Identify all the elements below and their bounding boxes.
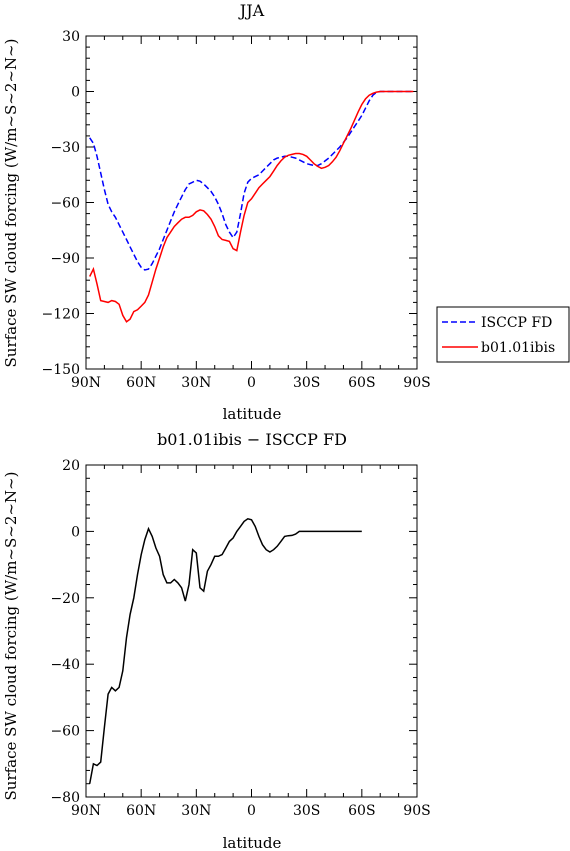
- chart-2-title: b01.01ibis − ISCCP FD: [157, 430, 347, 449]
- legend-label-isccp-fd: ISCCP FD: [481, 315, 552, 331]
- legend-box: [436, 306, 570, 363]
- chart-2-plot-frame: [85, 464, 418, 798]
- x-tick-label: 60N: [126, 375, 156, 391]
- x-tick-label: 0: [247, 375, 256, 391]
- y-tick-label: −30: [50, 140, 80, 156]
- chart-2-x-axis-title: latitude: [223, 834, 282, 851]
- x-tick-label: 30S: [293, 803, 320, 819]
- chart-2-x-tick-labels: 90N 60N 30N 0 30S 60S 90S: [71, 803, 431, 819]
- x-tick-label: 90S: [403, 803, 430, 819]
- chart-1-y-axis-title: Surface SW cloud forcing (W/m~S~2~N~): [2, 39, 20, 368]
- series-line-difference: [88, 517, 362, 784]
- x-tick-label: 30N: [181, 375, 211, 391]
- chart-1: JJA 90N 60N 30N 0 30S 60S 90S 30 0 −30 −60 −90 −120…: [2, 1, 431, 423]
- y-tick-label: −120: [42, 307, 80, 323]
- chart-1-series-layer: [89, 90, 414, 323]
- chart-1-legend: ISCCP FD b01.01ibis: [436, 306, 570, 363]
- x-tick-label: 60N: [126, 803, 156, 819]
- x-tick-label: 0: [247, 803, 256, 819]
- chart-1-grid-ticks: [85, 35, 418, 370]
- chart-1-y-tick-labels: 30 0 −30 −60 −90 −120 −150: [42, 29, 80, 378]
- y-tick-label: −60: [50, 196, 80, 212]
- series-line-isccp-fd: [89, 90, 414, 271]
- y-tick-label: −60: [50, 724, 80, 740]
- x-tick-label: 90N: [71, 803, 101, 819]
- chart-1-title: JJA: [238, 1, 265, 20]
- x-tick-label: 30N: [181, 803, 211, 819]
- y-tick-label: 30: [62, 29, 80, 45]
- x-tick-label: 60S: [348, 375, 375, 391]
- y-tick-label: −40: [50, 657, 80, 673]
- chart-2-y-tick-labels: 20 0 −20 −40 −60 −80: [50, 458, 80, 806]
- y-tick-label: −80: [50, 790, 80, 806]
- y-tick-label: −150: [42, 362, 80, 378]
- chart-2-grid-ticks: [85, 464, 418, 798]
- y-tick-label: 20: [62, 458, 80, 474]
- series-line-b01-01ibis: [89, 90, 414, 323]
- x-tick-label: 30S: [293, 375, 320, 391]
- y-tick-label: 0: [71, 524, 80, 540]
- x-tick-label: 60S: [348, 803, 375, 819]
- chart-1-x-axis-title: latitude: [223, 405, 282, 423]
- chart-2-series-layer: [88, 517, 362, 784]
- y-tick-label: −90: [50, 251, 80, 267]
- y-tick-label: 0: [71, 85, 80, 101]
- legend-label-b01-01ibis: b01.01ibis: [481, 340, 555, 356]
- chart-1-x-tick-labels: 90N 60N 30N 0 30S 60S 90S: [71, 375, 431, 391]
- chart-1-plot-frame: [85, 35, 418, 370]
- chart-2-y-axis-title: Surface SW cloud forcing (W/m~S~2~N~): [2, 472, 20, 801]
- y-tick-label: −20: [50, 591, 80, 607]
- x-tick-label: 90N: [71, 375, 101, 391]
- chart-2: b01.01ibis − ISCCP FD 90N 60N 30N 0 30S 60S 90…: [2, 430, 431, 851]
- x-tick-label: 90S: [403, 375, 430, 391]
